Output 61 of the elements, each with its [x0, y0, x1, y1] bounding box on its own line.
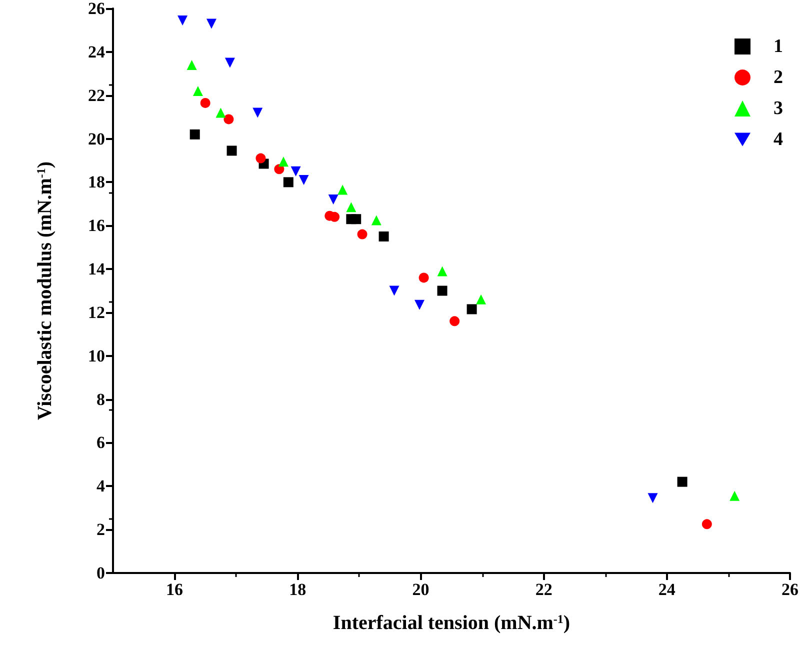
- y-tick-label: 24: [88, 42, 106, 62]
- point: [330, 212, 340, 222]
- point: [378, 231, 389, 242]
- point: [290, 166, 301, 176]
- x-tick-label: 20: [412, 580, 430, 599]
- x-tick-label: 16: [166, 580, 184, 599]
- y-tick-label: 4: [96, 476, 106, 496]
- point: [351, 214, 362, 224]
- point: [226, 146, 237, 156]
- y-tick-label: 20: [88, 129, 105, 148]
- y-tick-label: 6: [96, 433, 105, 452]
- point: [190, 129, 200, 140]
- legend-label: 1: [774, 36, 783, 57]
- point: [338, 184, 348, 195]
- y-tick-label: 16: [88, 216, 105, 236]
- point: [216, 108, 226, 118]
- x-tick-label: 18: [289, 580, 306, 599]
- y-tick-label: 8: [96, 390, 105, 409]
- point: [283, 177, 294, 188]
- x-tick-label: 24: [658, 580, 676, 599]
- y-tick-label: 22: [88, 86, 105, 105]
- point: [648, 493, 658, 504]
- point: [371, 215, 382, 226]
- point: [466, 304, 477, 314]
- point: [252, 108, 263, 118]
- point: [206, 18, 216, 29]
- point: [200, 98, 210, 108]
- y-tick-label: 0: [96, 564, 105, 582]
- point: [178, 15, 188, 26]
- x-tick-label: 26: [782, 580, 798, 599]
- point: [328, 194, 338, 205]
- legend-label: 4: [774, 129, 784, 150]
- point: [476, 294, 486, 304]
- legend-label: 3: [774, 98, 783, 119]
- point: [224, 58, 235, 68]
- point: [677, 476, 688, 487]
- point: [437, 286, 448, 296]
- point: [414, 300, 424, 310]
- point: [346, 202, 356, 212]
- point: [702, 519, 712, 530]
- x-tick-label: 22: [535, 580, 552, 599]
- point: [389, 286, 400, 296]
- point: [357, 229, 368, 240]
- y-tick-label: 10: [88, 346, 105, 366]
- point: [192, 86, 203, 96]
- point: [278, 156, 288, 167]
- point: [437, 266, 448, 276]
- point: [418, 272, 429, 283]
- point: [298, 175, 309, 186]
- point: [450, 316, 460, 326]
- y-tick-label: 14: [88, 260, 106, 279]
- y-tick-label: 2: [96, 520, 105, 540]
- point: [730, 490, 740, 501]
- y-tick-label: 26: [88, 0, 105, 18]
- point: [256, 153, 266, 164]
- point: [186, 60, 197, 70]
- y-tick-label: 18: [88, 172, 105, 192]
- legend-label: 2: [774, 67, 783, 88]
- y-tick-label: 12: [88, 302, 105, 322]
- y-axis-title: Viscoelastic modulus (mN.m-1): [34, 161, 56, 420]
- point: [224, 114, 234, 124]
